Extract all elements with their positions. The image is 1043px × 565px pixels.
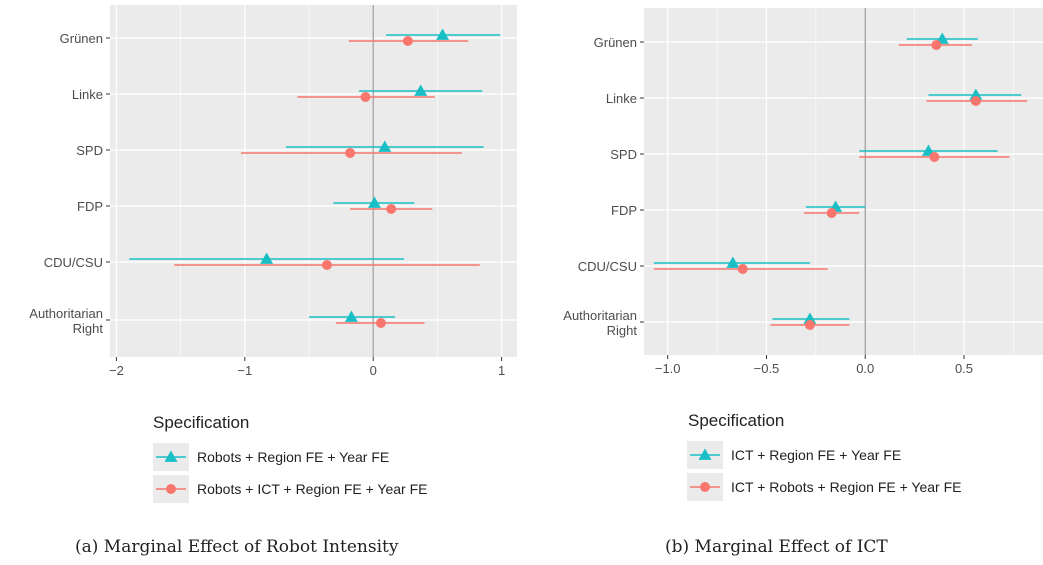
point-estimate-series-1	[260, 252, 274, 264]
y-tick-label: Linke	[72, 87, 103, 102]
y-tick-label: Right	[73, 321, 104, 336]
point-estimate-series-2	[360, 92, 371, 102]
y-tick-label: FDP	[611, 203, 637, 218]
panel-a: −2 −1 0 1 Grünen Linke SPD FDP CDU/CSU Authoritar…	[29, 5, 517, 509]
plot-background	[644, 8, 1043, 355]
point-estimate-series-2	[931, 40, 942, 50]
y-tick-label: Grünen	[594, 35, 637, 50]
legend-box	[687, 437, 1009, 507]
point-estimate-series-1	[436, 28, 450, 40]
point-estimate-series-2	[929, 152, 940, 162]
legend-label-series-2: Robots + ICT + Region FE + Year FE	[197, 481, 427, 497]
point-estimate-series-2	[970, 96, 981, 106]
point-estimate-series-2	[804, 320, 815, 330]
legend-key-marker-series-2	[700, 482, 710, 492]
y-tick-label: Authoritarian	[563, 308, 637, 323]
point-estimate-series-2	[386, 204, 397, 214]
legend-label-series-1: ICT + Region FE + Year FE	[731, 447, 901, 463]
y-tick-label: CDU/CSU	[578, 259, 637, 274]
y-tick-label: Grünen	[60, 31, 103, 46]
y-tick-label: CDU/CSU	[44, 255, 103, 270]
x-tick-label: −1.0	[655, 361, 681, 376]
y-tick-label: SPD	[76, 143, 103, 158]
point-estimate-series-2	[402, 36, 413, 46]
legend-key-marker-series-1	[698, 448, 712, 460]
caption-b: (b) Marginal Effect of ICT	[665, 537, 888, 557]
plot-background	[110, 5, 517, 357]
point-estimate-series-1	[378, 140, 392, 152]
x-tick-label: −1	[237, 363, 252, 378]
point-estimate-series-2	[345, 148, 356, 158]
x-tick-label: −2	[109, 363, 124, 378]
point-estimate-series-2	[737, 264, 748, 274]
point-estimate-series-1	[726, 256, 740, 268]
y-tick-label: FDP	[77, 199, 103, 214]
x-tick-label: 0	[370, 363, 377, 378]
caption-a: (a) Marginal Effect of Robot Intensity	[75, 537, 399, 557]
x-tick-label: 1	[498, 363, 505, 378]
y-tick-label: Right	[607, 323, 638, 338]
x-tick-label: −0.5	[754, 361, 780, 376]
legend-title: Specification	[153, 413, 249, 432]
y-tick-label: SPD	[610, 147, 637, 162]
point-estimate-series-2	[321, 260, 332, 270]
point-estimate-series-2	[375, 318, 386, 328]
x-tick-label: 0.5	[955, 361, 973, 376]
legend-key-marker-series-2	[166, 484, 176, 494]
point-estimate-series-1	[414, 84, 428, 96]
legend-label-series-1: Robots + Region FE + Year FE	[197, 449, 389, 465]
legend-title: Specification	[688, 411, 784, 430]
x-tick-label: 0.0	[856, 361, 874, 376]
legend-box	[153, 439, 475, 509]
point-estimate-series-2	[826, 208, 837, 218]
panel-b: −1.0 −0.5 0.0 0.5 Grünen Linke SPD FDP CDU/CSU Au…	[563, 8, 1043, 507]
legend-label-series-2: ICT + Robots + Region FE + Year FE	[731, 479, 961, 495]
y-tick-label: Authoritarian	[29, 306, 103, 321]
point-estimate-series-1	[344, 310, 358, 322]
legend-key-marker-series-1	[164, 450, 178, 462]
point-estimate-series-1	[367, 196, 381, 208]
point-estimate-series-1	[969, 88, 983, 100]
point-estimate-series-1	[803, 312, 817, 324]
y-tick-label: Linke	[606, 91, 637, 106]
